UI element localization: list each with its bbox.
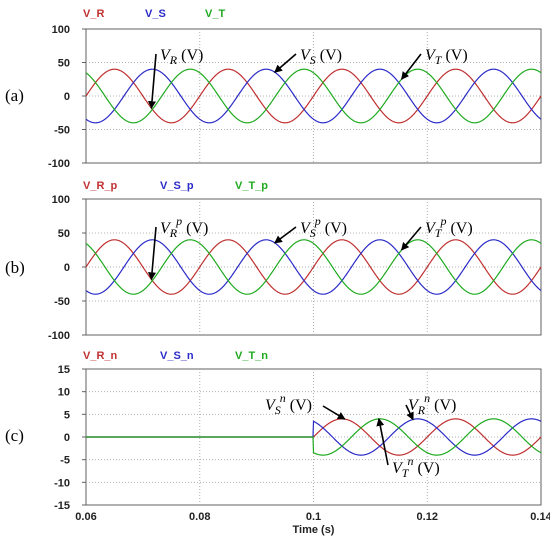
y-tick-label: -100 [48,330,70,342]
legend-entry: V_S_n [160,350,194,362]
chart-panel-1: 100 50 0 -50 -100 (a) V_R V_S V_T VR (V) VS (V) VT … [5,8,542,170]
y-tick-label: -5 [60,455,70,467]
annotation-arrow [322,405,346,420]
y-tick-label: 100 [52,194,70,206]
annotation-arrow [148,53,157,110]
y-tick-label: -50 [54,125,70,137]
annotation-arrow [401,53,422,80]
y-tick-label: -50 [54,296,70,308]
annotation-label: VRn (V) [408,391,456,417]
legend-entry: V_R [83,8,104,20]
x-tick-label: 0.06 [75,511,96,523]
series-line-V_T_p [85,239,542,295]
x-axis-label: Time (s) [293,524,335,536]
legend-entry: V_R_p [83,180,118,192]
annotation-label: VSp (V) [300,214,347,240]
series-line-V_S_p [85,239,542,295]
annotation-arrow [405,404,414,421]
legend-entry: V_S [145,8,166,20]
chart-panel-2: 100 50 0 -50 -100 (b) V_R_p V_S_p V_T_p VRp (V) VS… [5,180,542,342]
x-tick-label: 0.12 [417,511,438,523]
panel-label: (b) [5,258,25,277]
y-tick-label: 0 [64,91,70,103]
y-tick-label: -100 [48,158,70,170]
y-tick-label: 5 [64,409,70,421]
x-tick-label: 0.08 [189,511,210,523]
annotation-label: VR (V) [160,47,203,67]
series-line-V_S [85,68,542,124]
series-line-V_T [85,68,542,124]
y-tick-label: -15 [54,500,70,512]
legend-entry: V_S_p [160,180,194,192]
annotation-arrow [274,53,297,73]
series-line-V_R_p [85,239,542,295]
y-tick-label: 50 [58,58,70,70]
chart-panel-3: 15 10 5 0 -5 -10 -15 (c) V_R_n V_S_n V_T_n VSn (V) V… [5,350,550,536]
annotation-label: VTp (V) [425,214,473,240]
annotation-label: VRp (V) [160,214,208,240]
y-tick-label: 15 [58,364,70,376]
x-tick-label: 0.1 [306,511,321,523]
y-tick-label: 100 [52,24,70,36]
annotation-arrow [401,226,422,251]
y-tick-label: 0 [64,262,70,274]
legend-entry: V_T_n [235,350,268,362]
annotation-label: VSn (V) [265,391,312,417]
y-tick-label: -10 [54,477,70,489]
x-tick-label: 0.14 [530,511,550,523]
series-line-V_T_n [86,418,542,456]
panel-label: (a) [5,86,24,105]
annotation-arrow [148,226,157,281]
annotation-label: VTn (V) [392,454,440,480]
series-line-V_R [85,68,542,124]
y-tick-label: 50 [58,228,70,240]
legend-entry: V_R_n [83,350,118,362]
legend-entry: V_T_p [235,180,268,192]
annotation-arrow [274,226,297,244]
legend-entry: V_T [205,8,225,20]
y-tick-label: 0 [64,432,70,444]
annotation-label: VS (V) [300,47,342,67]
annotation-arrow [376,417,389,466]
annotation-label: VT (V) [425,47,468,67]
y-tick-label: 10 [58,387,70,399]
panel-label: (c) [5,426,24,445]
